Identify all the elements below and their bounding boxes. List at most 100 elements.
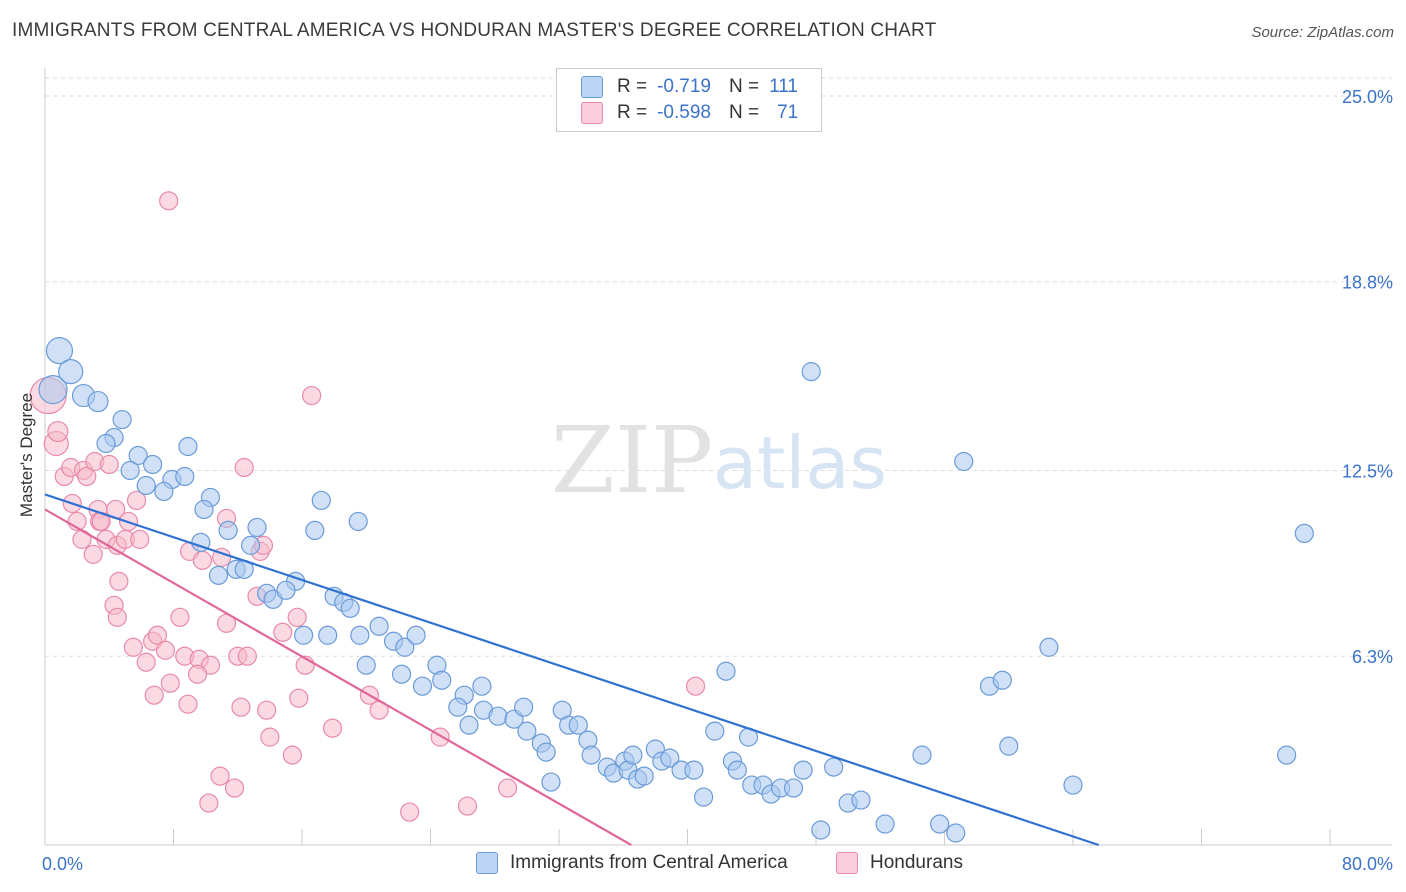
watermark: ZIP atlas bbox=[551, 407, 887, 514]
y-tick-label: 18.8% bbox=[1342, 273, 1393, 293]
point-central-america bbox=[276, 580, 296, 600]
point-hondurans bbox=[147, 625, 168, 645]
point-central-america bbox=[634, 766, 654, 786]
point-central-america bbox=[218, 520, 238, 541]
point-hondurans bbox=[47, 420, 69, 443]
point-central-america bbox=[311, 490, 331, 511]
legend-swatch-blue bbox=[581, 76, 603, 98]
point-hondurans bbox=[159, 191, 179, 211]
trend-line-central-america bbox=[44, 493, 1100, 847]
point-central-america bbox=[340, 598, 360, 618]
point-central-america bbox=[514, 697, 534, 717]
point-hondurans bbox=[498, 778, 518, 798]
y-tick-label: 25.0% bbox=[1342, 87, 1393, 107]
x-tick-label-min: 0.0% bbox=[42, 854, 83, 874]
point-central-america bbox=[472, 676, 492, 696]
point-central-america bbox=[875, 814, 895, 834]
point-central-america bbox=[716, 661, 736, 681]
point-hondurans bbox=[234, 457, 254, 478]
chart-title: IMMIGRANTS FROM CENTRAL AMERICA VS HONDU… bbox=[12, 20, 937, 41]
legend-row-central-america: R = -0.719 N = 111 bbox=[581, 75, 798, 99]
point-central-america bbox=[693, 787, 714, 807]
point-hondurans bbox=[231, 697, 251, 717]
legend-r-label: R = bbox=[617, 76, 648, 97]
point-hondurans bbox=[282, 745, 302, 765]
point-central-america bbox=[1039, 637, 1059, 657]
point-central-america bbox=[136, 475, 156, 496]
point-central-america bbox=[178, 436, 198, 457]
point-central-america bbox=[954, 451, 974, 472]
point-hondurans bbox=[260, 727, 280, 747]
point-hondurans bbox=[224, 778, 245, 798]
point-hondurans bbox=[83, 544, 103, 564]
point-central-america bbox=[459, 715, 479, 735]
point-central-america bbox=[912, 745, 932, 765]
point-central-america bbox=[999, 736, 1019, 756]
point-central-america bbox=[448, 697, 468, 717]
point-central-america bbox=[143, 454, 163, 475]
legend-r-label: R = bbox=[617, 102, 648, 123]
point-hondurans bbox=[123, 637, 143, 657]
point-central-america bbox=[412, 676, 433, 696]
point-central-america bbox=[811, 820, 831, 840]
point-hondurans bbox=[257, 700, 277, 720]
bottom-legend-label: Hondurans bbox=[870, 852, 963, 873]
point-central-america bbox=[488, 706, 508, 726]
point-hondurans bbox=[144, 685, 164, 705]
y-tick-label: 6.3% bbox=[1352, 647, 1393, 667]
legend-n-label: N = bbox=[728, 102, 760, 123]
point-central-america bbox=[241, 535, 261, 555]
point-central-america bbox=[517, 721, 537, 741]
point-central-america bbox=[356, 655, 376, 675]
point-central-america bbox=[801, 362, 821, 382]
point-central-america bbox=[992, 670, 1012, 690]
legend-r-value: -0.719 bbox=[657, 76, 711, 97]
point-central-america bbox=[946, 823, 966, 843]
legend-r-value: -0.598 bbox=[657, 102, 711, 123]
point-hondurans bbox=[130, 529, 150, 549]
point-hondurans bbox=[199, 793, 219, 813]
y-tick-label: 12.5% bbox=[1342, 461, 1393, 481]
point-central-america bbox=[120, 460, 140, 481]
point-central-america bbox=[38, 374, 68, 405]
point-central-america bbox=[1063, 775, 1083, 795]
trend-lines bbox=[44, 493, 1100, 847]
legend-n-label: N = bbox=[728, 76, 760, 97]
bottom-legend-label: Immigrants from Central America bbox=[510, 852, 788, 873]
point-central-america bbox=[58, 359, 84, 385]
point-hondurans bbox=[170, 607, 190, 627]
point-hondurans bbox=[457, 796, 478, 816]
point-central-america bbox=[391, 664, 412, 684]
point-hondurans bbox=[77, 466, 97, 487]
point-hondurans bbox=[107, 607, 127, 627]
point-central-america bbox=[369, 616, 389, 636]
legend-n-value: 111 bbox=[769, 76, 798, 97]
legend-swatch-pink bbox=[581, 102, 603, 124]
point-central-america bbox=[406, 625, 426, 645]
point-central-america bbox=[350, 625, 370, 645]
watermark-zip: ZIP bbox=[551, 407, 713, 514]
point-hondurans bbox=[187, 664, 208, 684]
point-central-america bbox=[783, 778, 804, 798]
point-hondurans bbox=[302, 385, 322, 406]
trend-line-hondurans bbox=[44, 508, 632, 846]
point-hondurans bbox=[192, 550, 213, 570]
point-central-america bbox=[541, 772, 561, 792]
point-central-america bbox=[247, 517, 267, 538]
point-central-america bbox=[623, 745, 643, 765]
point-hondurans bbox=[109, 571, 129, 591]
point-central-america bbox=[194, 499, 214, 520]
point-hondurans bbox=[160, 673, 180, 693]
bottom-legend-central-america: Immigrants from Central America bbox=[476, 852, 788, 874]
point-central-america bbox=[581, 745, 601, 765]
data-points bbox=[29, 191, 1314, 843]
point-central-america bbox=[128, 445, 148, 466]
point-central-america bbox=[930, 814, 950, 834]
point-central-america bbox=[568, 715, 588, 735]
point-central-america bbox=[318, 625, 338, 645]
point-central-america bbox=[87, 390, 109, 413]
point-central-america bbox=[684, 760, 704, 780]
point-hondurans bbox=[685, 676, 706, 696]
tick-labels: 6.3% 12.5% 18.8% 25.0% 0.0% 80.0% bbox=[42, 87, 1393, 874]
y-axis-label: Master's Degree bbox=[17, 393, 36, 517]
